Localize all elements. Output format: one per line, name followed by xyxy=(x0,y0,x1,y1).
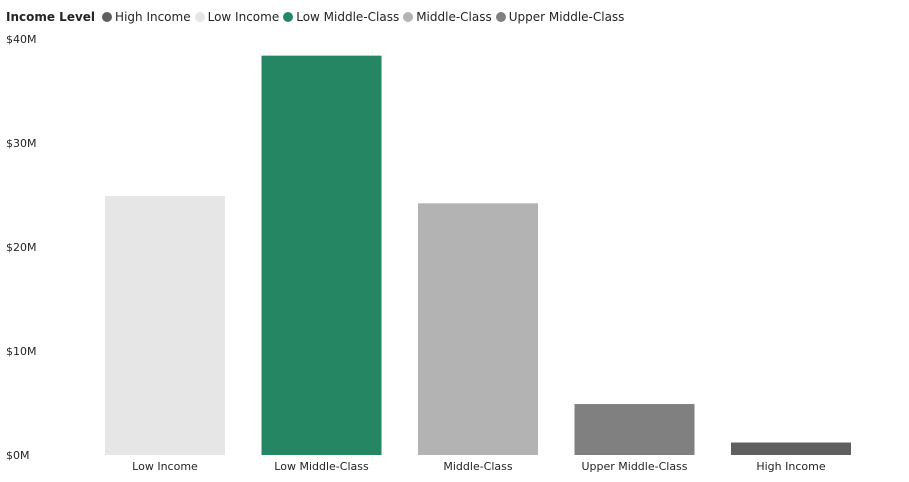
legend-dot-icon xyxy=(495,12,506,22)
x-tick-label: High Income xyxy=(756,460,825,473)
legend-dot-icon xyxy=(102,12,113,22)
x-tick-label: Low Middle-Class xyxy=(274,460,369,473)
bar-low-middle-class[interactable] xyxy=(261,55,382,455)
legend-item-middle-class[interactable]: Middle-Class xyxy=(403,10,492,24)
x-tick-label: Upper Middle-Class xyxy=(581,460,687,473)
y-tick-label: $30M xyxy=(6,137,37,150)
legend-item-low-income[interactable]: Low Income xyxy=(194,10,280,24)
legend-item-low-middle-class[interactable]: Low Middle-Class xyxy=(283,10,399,24)
legend-label: Low Income xyxy=(207,10,280,24)
legend-label: Upper Middle-Class xyxy=(508,10,625,24)
bar-upper-middle-class[interactable] xyxy=(574,404,695,455)
y-tick-label: $10M xyxy=(6,345,37,358)
legend-label: Low Middle-Class xyxy=(296,10,400,24)
x-tick-label: Middle-Class xyxy=(443,460,513,473)
bar-low-income[interactable] xyxy=(105,196,225,456)
bar-high-income[interactable] xyxy=(731,442,851,455)
legend-dot-icon xyxy=(403,12,414,22)
legend-title: Income Level xyxy=(6,10,96,24)
y-tick-label: $20M xyxy=(6,241,37,254)
legend-item-high-income[interactable]: High Income xyxy=(102,10,191,24)
chart-legend: Income Level High Income Low Income Low … xyxy=(6,9,628,25)
legend-label: High Income xyxy=(115,10,191,24)
legend-item-upper-middle-class[interactable]: Upper Middle-Class xyxy=(495,10,625,24)
legend-label: Middle-Class xyxy=(416,10,492,24)
y-tick-label: $40M xyxy=(6,33,37,46)
x-tick-label: Low Income xyxy=(132,460,198,473)
legend-dot-icon xyxy=(283,12,294,22)
legend-dot-icon xyxy=(194,12,205,22)
bar-middle-class[interactable] xyxy=(418,203,538,455)
y-tick-label: $0M xyxy=(6,449,30,462)
